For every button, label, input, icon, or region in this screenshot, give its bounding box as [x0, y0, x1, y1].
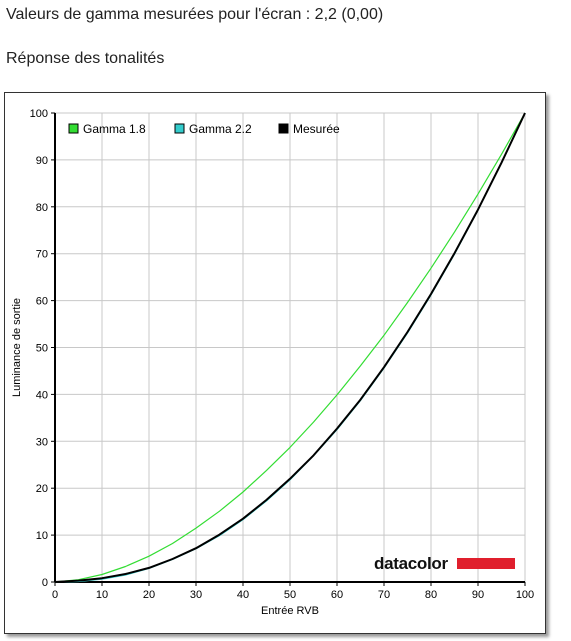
chart-axes — [51, 112, 526, 586]
y-tick-label: 0 — [42, 577, 48, 589]
x-tick-label: 90 — [472, 589, 484, 601]
y-tick-label: 30 — [36, 436, 48, 448]
x-tick-label: 60 — [331, 589, 343, 601]
y-tick-label: 100 — [30, 108, 48, 120]
datacolor-logo: datacolor — [374, 554, 515, 573]
y-tick-label: 80 — [36, 202, 48, 214]
chart-legend: Gamma 1.8 Gamma 2.2 Mesurée — [68, 122, 340, 136]
y-axis-title: Luminance de sortie — [11, 298, 23, 397]
legend-swatch-1 — [68, 123, 79, 134]
x-tick-label: 70 — [378, 589, 390, 601]
x-tick-label: 40 — [237, 589, 249, 601]
y-tick-label: 40 — [36, 389, 48, 401]
x-tick-label: 0 — [52, 589, 58, 601]
y-tick-label: 70 — [36, 249, 48, 261]
legend-swatch-3 — [278, 123, 289, 134]
y-tick-label: 60 — [36, 296, 48, 308]
datacolor-logo-bar — [457, 558, 515, 569]
chart-canvas: 0 10 20 30 40 50 60 70 80 90 100 0 10 20 30 40 50 60 70 80 9… — [11, 108, 535, 617]
chart-tick-labels: 0 10 20 30 40 50 60 70 80 90 100 0 10 20 30 40 50 60 70 80 9… — [30, 108, 535, 601]
x-tick-label: 50 — [284, 589, 296, 601]
x-tick-label: 20 — [143, 589, 155, 601]
x-tick-label: 10 — [96, 589, 108, 601]
chart-series — [54, 112, 526, 583]
legend-swatch-2 — [174, 123, 185, 134]
series-line-1 — [54, 112, 526, 583]
x-tick-label: 100 — [516, 589, 534, 601]
series-line-3 — [54, 112, 526, 583]
x-tick-label: 80 — [425, 589, 437, 601]
y-tick-label: 10 — [36, 530, 48, 542]
gamma-values-heading: Valeurs de gamma mesurées pour l'écran :… — [6, 6, 384, 23]
tone-response-chart: 0 10 20 30 40 50 60 70 80 90 100 0 10 20 30 40 50 60 70 80 9… — [4, 92, 546, 634]
x-tick-label: 30 — [190, 589, 202, 601]
legend-label-1: Gamma 1.8 — [83, 122, 146, 136]
tone-response-heading: Réponse des tonalités — [6, 50, 165, 67]
legend-label-3: Mesurée — [293, 122, 340, 136]
y-tick-label: 90 — [36, 155, 48, 167]
x-axis-title: Entrée RVB — [261, 605, 319, 617]
legend-label-2: Gamma 2.2 — [189, 122, 252, 136]
y-tick-label: 20 — [36, 483, 48, 495]
y-tick-label: 50 — [36, 343, 48, 355]
chart-grid — [55, 112, 526, 582]
datacolor-logo-text: datacolor — [374, 554, 449, 573]
